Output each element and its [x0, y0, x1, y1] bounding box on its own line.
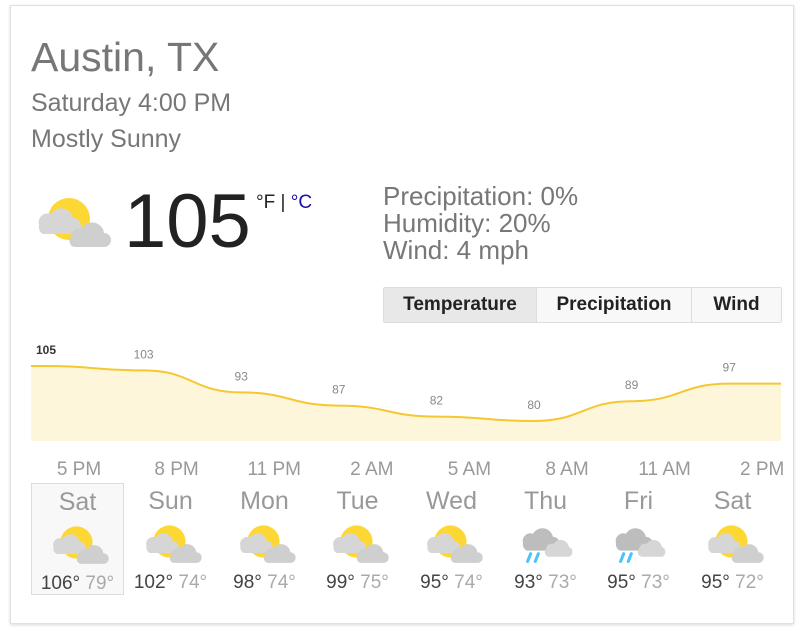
tabs: Temperature Precipitation Wind	[383, 287, 782, 323]
low: 79°	[85, 573, 115, 594]
day-name: Thu	[523, 487, 568, 515]
high: 99°	[326, 572, 355, 593]
detail: Wind: 4 mph	[383, 235, 529, 265]
day-card[interactable]: Tue 99° 75°	[311, 483, 404, 595]
day-icon	[608, 520, 670, 566]
low: 73°	[548, 572, 577, 593]
day-card[interactable]: Sat 95° 72°	[686, 483, 779, 595]
day-name: Sat	[713, 487, 752, 515]
tab[interactable]: Wind	[692, 288, 781, 322]
high: 98°	[233, 572, 262, 593]
time-label: 5 PM	[57, 459, 101, 480]
day-card[interactable]: Fri 95° 73°	[592, 483, 685, 595]
current-temp: 105	[124, 179, 251, 264]
temperature-area	[31, 366, 781, 441]
unit-f[interactable]: °F	[256, 192, 276, 213]
temperature-label: 105	[36, 343, 56, 357]
unit-c[interactable]: °C	[290, 192, 313, 213]
temperature-label: 103	[134, 347, 154, 361]
low: 74°	[267, 572, 296, 593]
detail: Humidity: 20%	[383, 208, 551, 238]
temperature-label: 87	[332, 383, 346, 397]
day-icon	[47, 521, 109, 567]
tab[interactable]: Precipitation	[537, 288, 692, 322]
day-card[interactable]: Mon 98° 74°	[218, 483, 311, 595]
day-icon	[327, 520, 389, 566]
time-label: 11 AM	[638, 459, 690, 480]
time-label: 8 PM	[154, 459, 198, 480]
temperature-label: 82	[430, 394, 444, 408]
day-card[interactable]: Sun 102° 74°	[124, 483, 217, 595]
time-label: 5 AM	[448, 459, 491, 480]
weather-card: Austin, TX Saturday 4:00 PM Mostly Sunny…	[10, 5, 794, 624]
high: 95°	[607, 572, 636, 593]
day-name: Sun	[148, 487, 193, 515]
weather-icon	[31, 191, 111, 251]
units: °F | °C	[256, 192, 312, 214]
day-name: Tue	[336, 487, 379, 515]
low: 75°	[360, 572, 389, 593]
day-card[interactable]: Sat 106° 79°	[31, 483, 124, 595]
tab[interactable]: Temperature	[384, 288, 537, 322]
low: 74°	[178, 572, 208, 593]
time-label: 11 PM	[247, 459, 301, 480]
day-name: Wed	[426, 487, 477, 515]
temperature-label: 93	[235, 369, 249, 383]
temperature-line	[31, 365, 781, 423]
temperature-label: 97	[723, 361, 737, 375]
detail: Precipitation: 0%	[383, 181, 579, 211]
day-name: Sat	[58, 488, 97, 516]
day-card[interactable]: Wed 95° 74°	[405, 483, 498, 595]
low: 74°	[454, 572, 483, 593]
high: 95°	[701, 572, 730, 593]
low: 72°	[735, 572, 764, 593]
low: 73°	[641, 572, 670, 593]
day-icon	[515, 520, 577, 566]
day-icon	[421, 520, 483, 566]
day-name: Mon	[240, 487, 289, 515]
day-icon	[234, 520, 296, 566]
location: Austin, TX	[31, 34, 220, 80]
separator: |	[280, 192, 286, 213]
temperature-label: 80	[527, 398, 541, 412]
time-label: 2 PM	[740, 459, 784, 480]
condition: Mostly Sunny	[31, 125, 182, 153]
high: 93°	[514, 572, 543, 593]
high: 95°	[420, 572, 449, 593]
day-name: Fri	[623, 487, 654, 515]
high: 102°	[133, 572, 174, 593]
time-label: 8 AM	[545, 459, 588, 480]
datetime: Saturday 4:00 PM	[31, 89, 232, 117]
time-label: 2 AM	[350, 459, 393, 480]
day-icon	[702, 520, 764, 566]
day-card[interactable]: Thu 93° 73°	[499, 483, 592, 595]
day-icon	[140, 520, 202, 566]
high: 106°	[40, 573, 81, 594]
temperature-label: 89	[625, 378, 639, 392]
temperature-chart: 105 103 93 87 82 80 89 97 5 PM 8 PM 11 PM 2 AM 5 AM 8…	[31, 343, 784, 480]
